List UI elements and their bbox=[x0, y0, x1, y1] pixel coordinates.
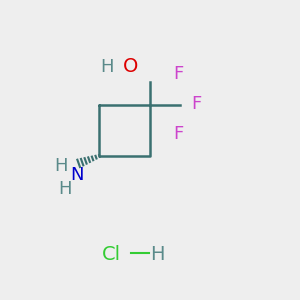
Text: H: H bbox=[150, 244, 165, 263]
Text: H: H bbox=[100, 58, 114, 76]
Text: F: F bbox=[173, 65, 183, 83]
Text: Cl: Cl bbox=[102, 244, 121, 263]
Text: H: H bbox=[58, 180, 72, 198]
Text: O: O bbox=[123, 57, 138, 76]
Text: H: H bbox=[54, 157, 68, 175]
Text: N: N bbox=[70, 166, 84, 184]
Text: F: F bbox=[191, 95, 201, 113]
Text: F: F bbox=[173, 125, 183, 143]
